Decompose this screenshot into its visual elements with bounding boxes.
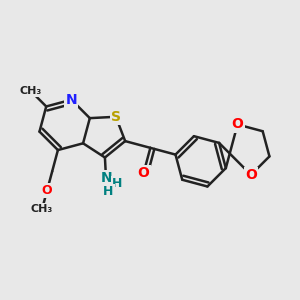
Text: H: H — [112, 177, 123, 190]
Text: S: S — [111, 110, 121, 124]
Text: CH₃: CH₃ — [31, 204, 53, 214]
Text: O: O — [232, 118, 244, 131]
Text: N: N — [100, 171, 112, 185]
Text: O: O — [245, 168, 257, 182]
Text: O: O — [138, 166, 149, 180]
Text: H: H — [103, 184, 114, 198]
Text: O: O — [42, 184, 52, 197]
Text: N: N — [66, 93, 77, 107]
Text: CH₃: CH₃ — [20, 86, 42, 96]
